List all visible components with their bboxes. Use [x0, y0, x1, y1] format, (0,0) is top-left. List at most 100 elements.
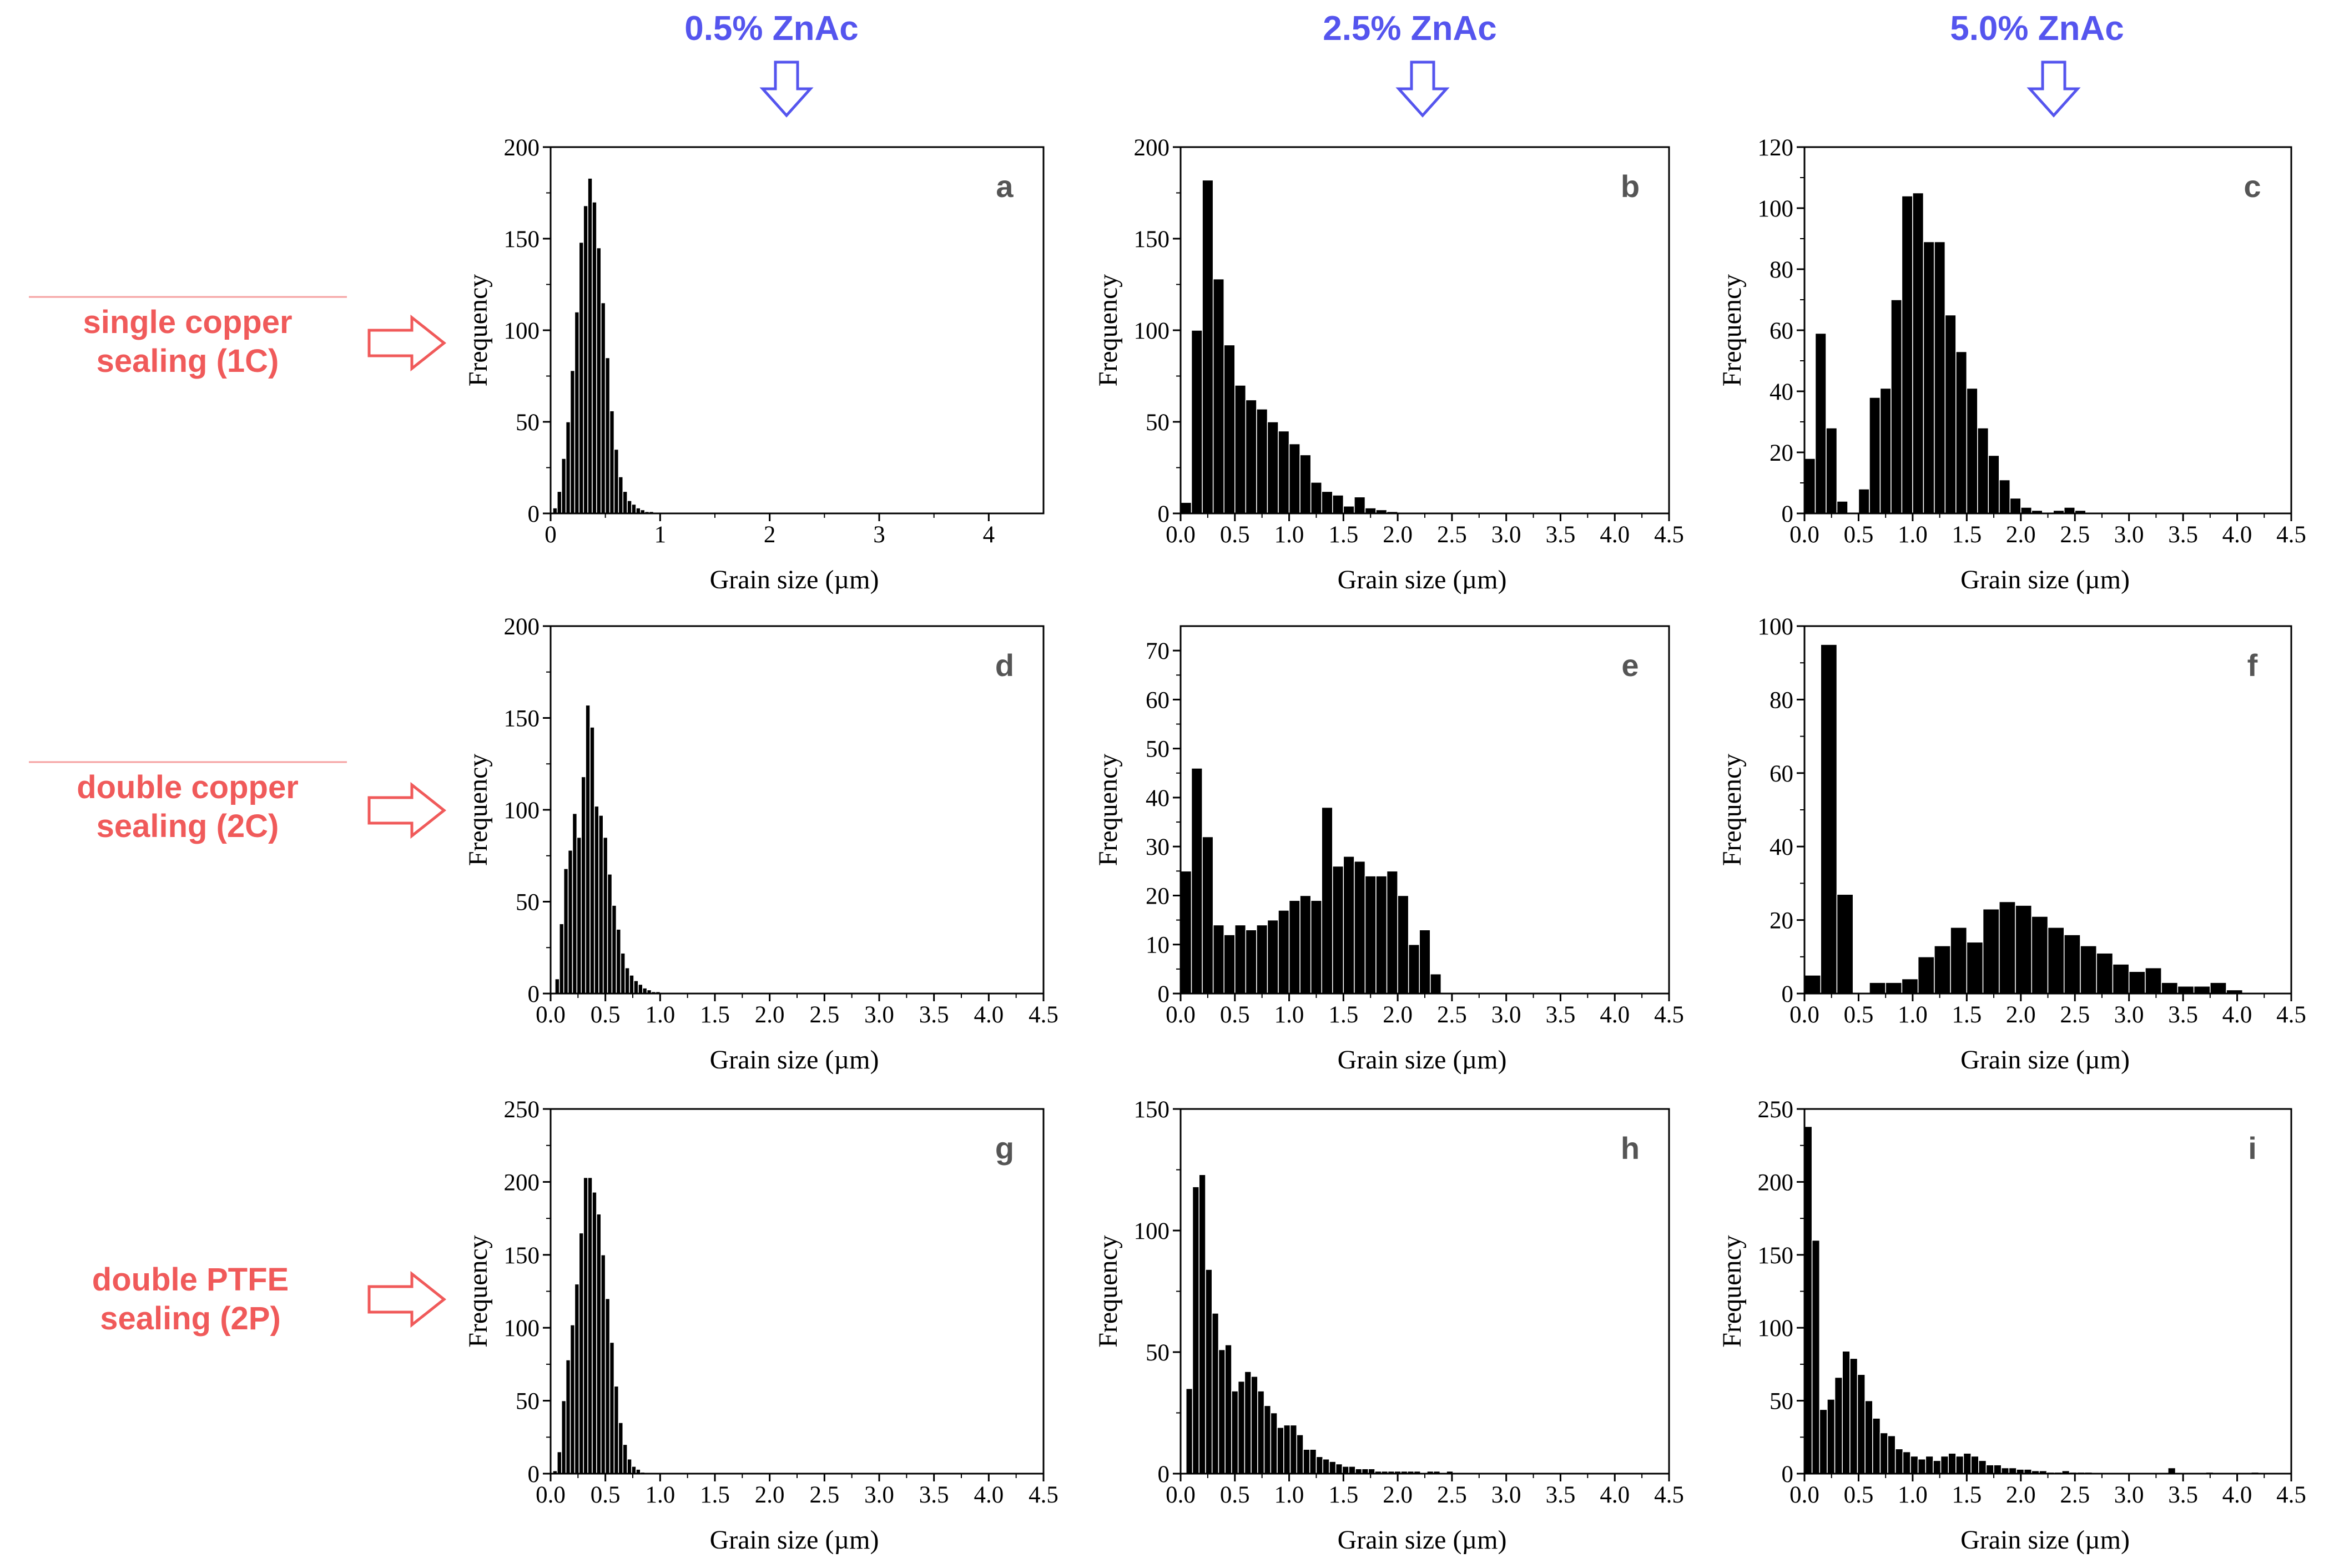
histogram-bar	[1977, 427, 1989, 514]
histogram-bar	[1354, 496, 1366, 514]
histogram-bar	[583, 205, 588, 514]
histogram-bar	[1202, 836, 1214, 994]
histogram-bar	[2020, 507, 2033, 514]
y-tick-label: 20	[1770, 908, 1793, 934]
x-tick-label: 2	[764, 522, 776, 548]
y-tick-label: 250	[504, 1097, 540, 1123]
x-tick-label: 3.5	[1546, 522, 1576, 548]
histogram-bar	[1278, 430, 1290, 514]
histogram-bar	[2128, 971, 2146, 994]
histogram-panel-e: 0.0 0.5 1.0 1.5 2.0 2.5 3.0 3.5 4.0 4.5 0 10 20 30 40 5…	[1093, 625, 1684, 1075]
x-axis-label: Grain size (µm)	[710, 565, 879, 594]
y-tick-label: 60	[1770, 761, 1793, 787]
histogram-bar	[561, 458, 567, 514]
histogram-bar	[1191, 768, 1203, 994]
x-tick-label: 0.0	[1789, 522, 1819, 548]
y-tick-label: 150	[1134, 1097, 1170, 1123]
x-tick-label: 2.5	[809, 1482, 839, 1508]
histogram-bar	[1288, 443, 1300, 514]
histogram-bar	[1198, 1174, 1206, 1474]
x-tick-label: 2.0	[755, 1482, 785, 1508]
histogram-bar	[633, 980, 639, 994]
histogram-bar	[622, 491, 628, 514]
histogram-bar	[1811, 1239, 1821, 1474]
x-tick-label: 4.5	[2276, 1482, 2306, 1508]
histogram-bar	[1970, 1455, 1979, 1474]
histogram-bar	[1386, 870, 1398, 994]
x-tick-label: 4.0	[1600, 1482, 1630, 1508]
y-tick-label: 40	[1146, 785, 1169, 811]
histogram-bar	[1944, 314, 1957, 514]
histogram-bar	[1205, 1269, 1213, 1474]
histogram-bar	[1872, 1418, 1881, 1474]
histogram-bar	[1212, 924, 1224, 994]
x-tick-label: 0.5	[1844, 1002, 1874, 1028]
histogram-bar	[1917, 1458, 1927, 1474]
y-tick-label: 0	[1782, 1461, 1794, 1488]
histogram-bar	[2145, 967, 2162, 994]
histogram-bar	[624, 967, 630, 994]
histogram-bar	[1364, 875, 1377, 994]
histogram-panel-h: 0.0 0.5 1.0 1.5 2.0 2.5 3.0 3.5 4.0 4.5 0 50 100 150 G…	[1093, 1097, 1684, 1555]
y-tick-label: 80	[1770, 257, 1793, 283]
histogram-bar	[1283, 1424, 1291, 1474]
histogram-bar	[620, 952, 626, 994]
x-tick-label: 3.5	[2168, 1002, 2198, 1028]
histogram-bar	[1934, 945, 1951, 994]
histogram-bar	[613, 448, 619, 514]
histogram-bar	[1910, 1455, 1919, 1474]
row-label-1c-line2: sealing (1C)	[97, 343, 279, 379]
x-tick-label: 3.0	[1491, 522, 1521, 548]
histogram-bar	[581, 776, 586, 994]
x-tick-label: 4.5	[1654, 1482, 1684, 1508]
histogram-bar	[1256, 409, 1268, 514]
x-tick-label: 0.0	[1789, 1002, 1819, 1028]
histogram-bar	[1212, 278, 1224, 514]
x-tick-label: 0.0	[1789, 1482, 1819, 1508]
histogram-bar	[1310, 482, 1322, 514]
histogram-bar	[1933, 1460, 1942, 1474]
panel-letter: g	[995, 1131, 1014, 1166]
histogram-bar	[1826, 427, 1838, 514]
histogram-bar	[1296, 1434, 1304, 1474]
histogram-bar	[1257, 1390, 1265, 1474]
y-tick-label: 70	[1146, 638, 1169, 664]
y-tick-label: 60	[1146, 687, 1169, 713]
histogram-panel-i: 0.0 0.5 1.0 1.5 2.0 2.5 3.0 3.5 4.0 4.5 0 50 100 150 2…	[1717, 1097, 2306, 1555]
histogram-bar	[1901, 978, 1919, 994]
histogram-bar	[1299, 454, 1312, 514]
y-tick-label: 100	[1758, 614, 1794, 640]
histogram-bar	[2063, 934, 2081, 994]
y-tick-label: 200	[1758, 1169, 1794, 1196]
y-axis-label: Frequency	[463, 274, 493, 387]
histogram-bar	[578, 241, 584, 514]
x-tick-label: 2.5	[1437, 1002, 1467, 1028]
y-tick-label: 40	[1770, 379, 1793, 405]
row-right-arrow-icon	[367, 1270, 447, 1328]
y-tick-label: 100	[504, 318, 540, 344]
histogram-bar	[1245, 399, 1257, 514]
histogram-bar	[1289, 1424, 1297, 1474]
x-tick-label: 0.0	[1166, 1482, 1196, 1508]
histogram-bar	[2015, 905, 2033, 994]
y-tick-label: 60	[1770, 318, 1793, 344]
histogram-bar	[587, 1177, 593, 1474]
y-axis-label: Frequency	[1093, 754, 1123, 866]
histogram-bar	[1901, 195, 1913, 514]
histogram-bar	[1858, 488, 1870, 514]
y-tick-label: 100	[1134, 1218, 1170, 1244]
x-tick-label: 3.0	[2114, 522, 2144, 548]
histogram-bar	[1999, 901, 2016, 994]
histogram-bar	[596, 1213, 602, 1474]
histogram-bar	[631, 503, 637, 514]
histogram-bar	[1223, 934, 1236, 994]
x-tick-label: 0.5	[1844, 522, 1874, 548]
y-tick-label: 0	[1158, 501, 1170, 527]
x-tick-label: 2.5	[2060, 1002, 2090, 1028]
histogram-bar	[1322, 1458, 1330, 1474]
histogram-bar	[1869, 397, 1881, 514]
x-tick-label: 4.5	[2276, 1002, 2306, 1028]
histogram-bar	[574, 1283, 580, 1474]
x-tick-label: 2.5	[1437, 1482, 1467, 1508]
histogram-bar	[629, 975, 634, 994]
